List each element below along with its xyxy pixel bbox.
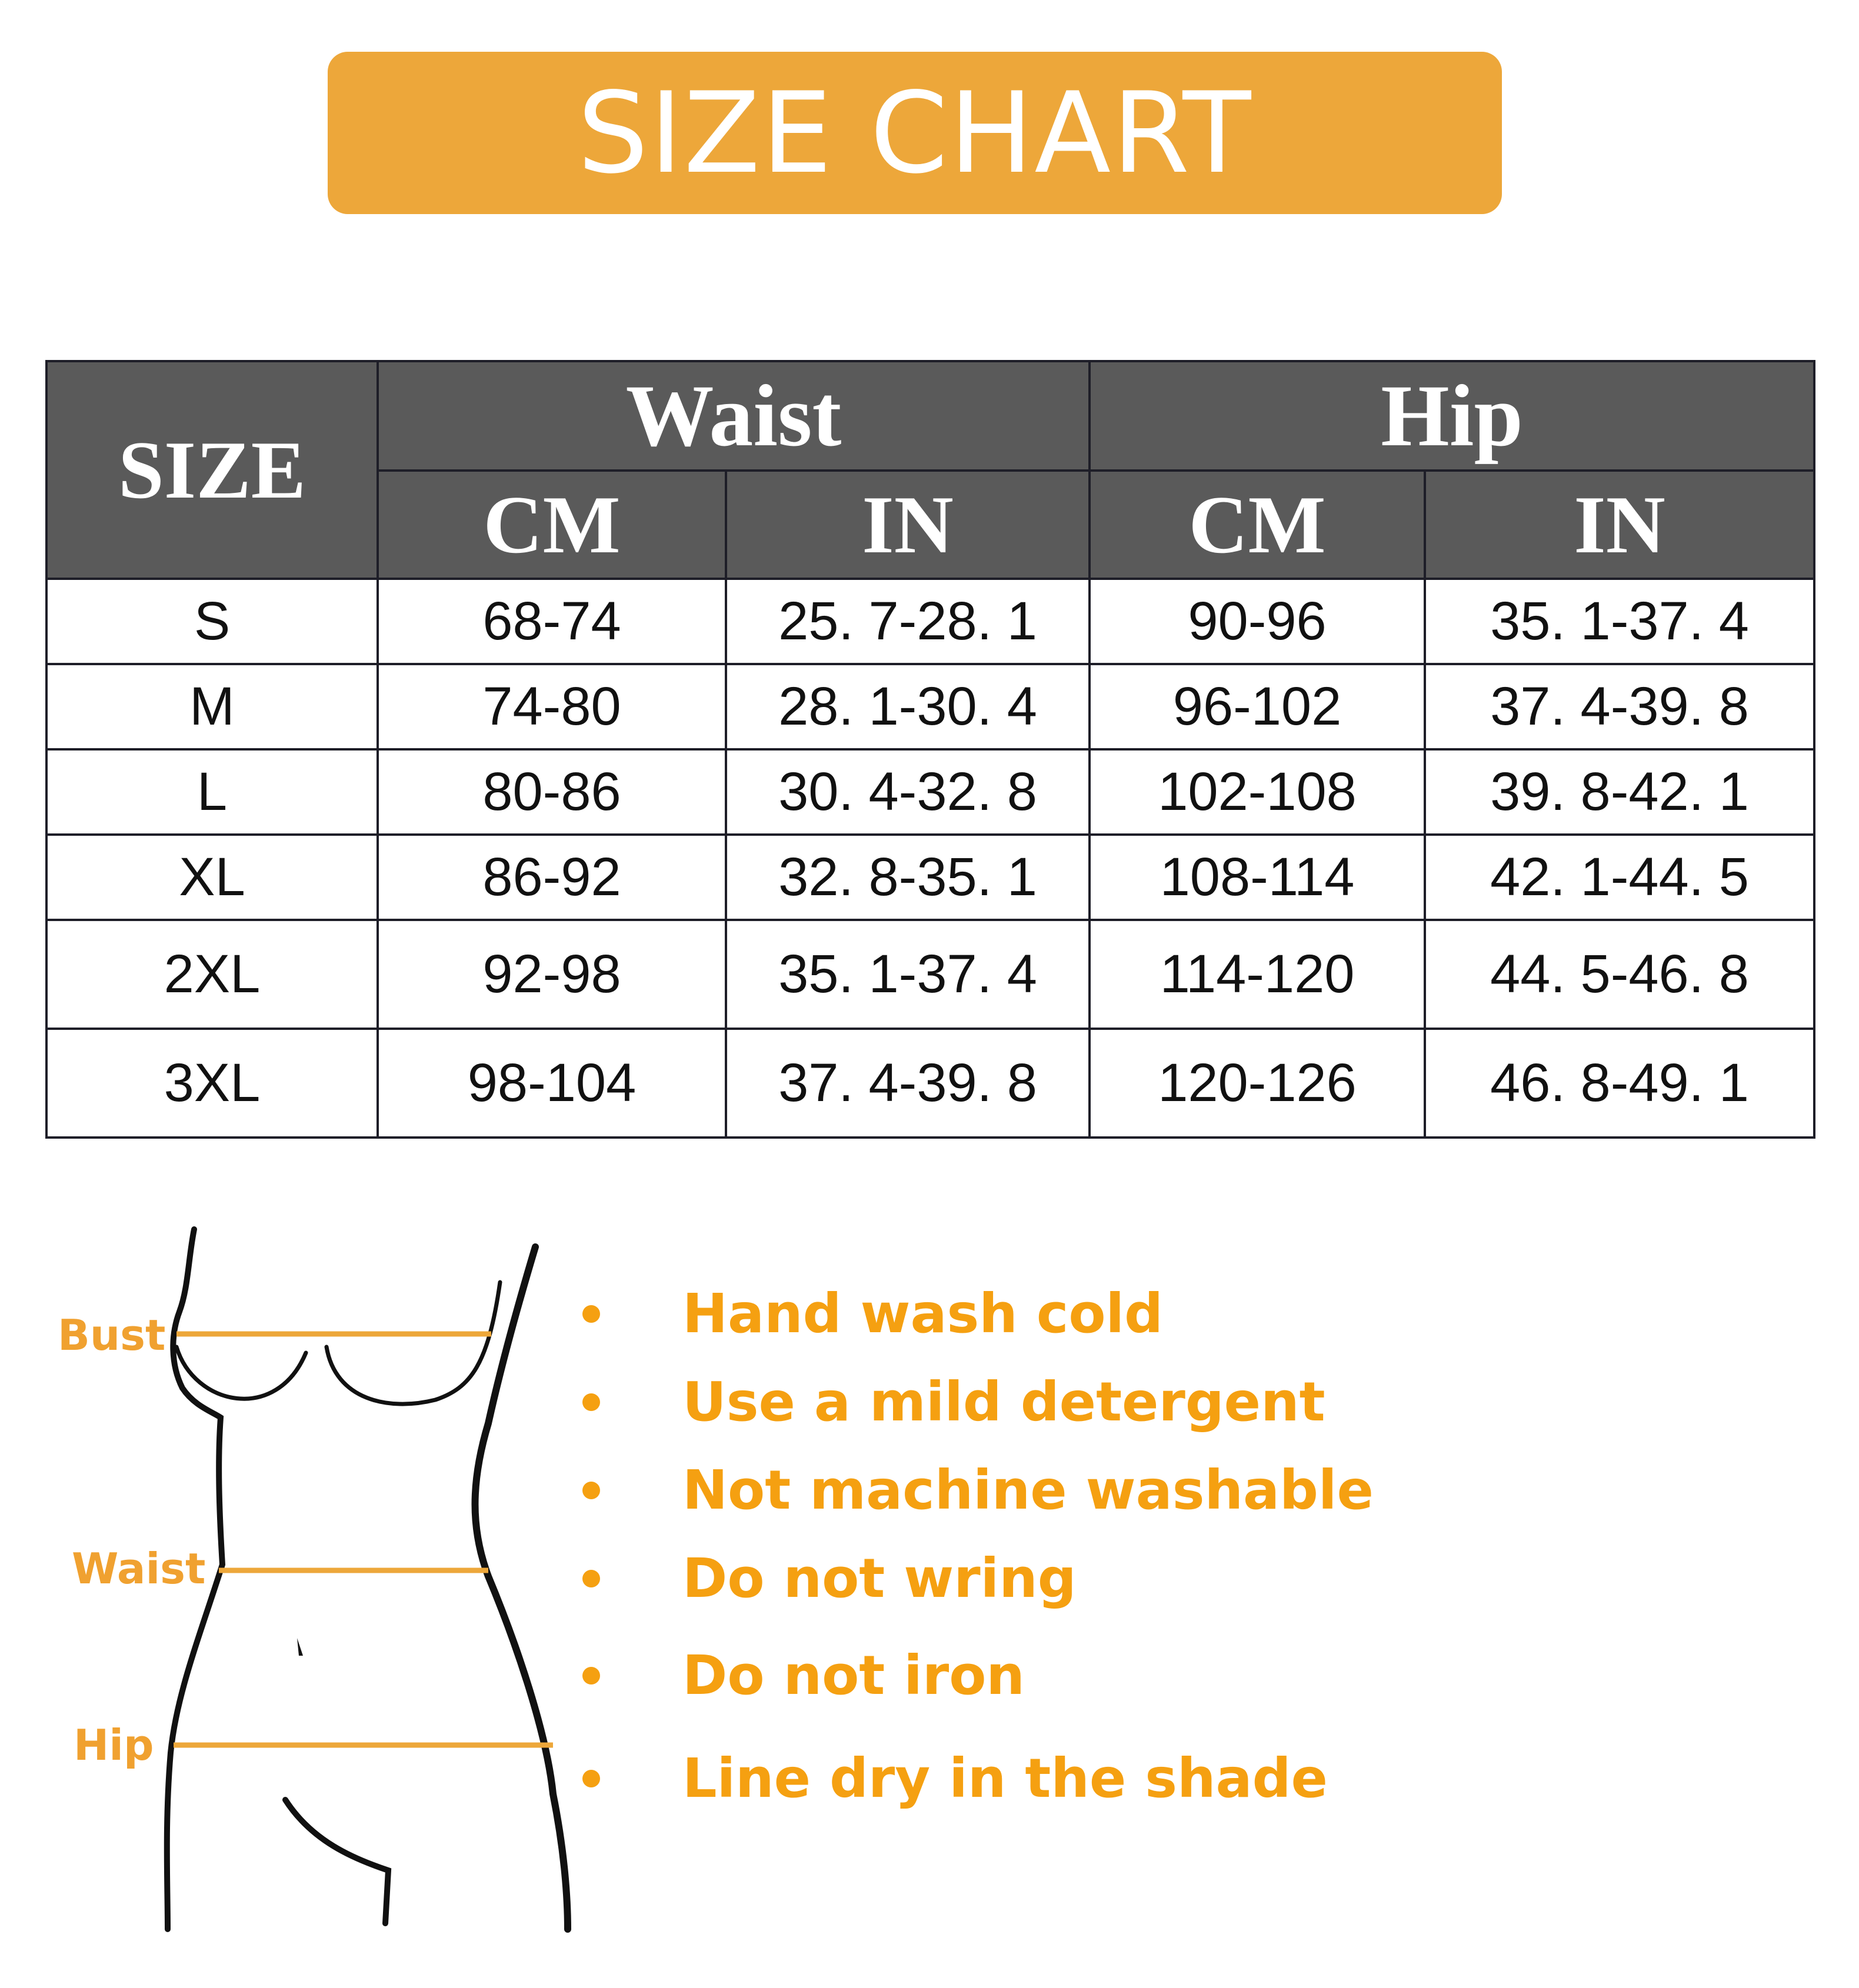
body-left-outline (164, 1226, 226, 1932)
table-cell: 108-114 (1088, 833, 1427, 921)
table-cell: 30. 4-32. 8 (724, 748, 1091, 836)
bullet-icon (582, 1481, 600, 1499)
table-cell: 120-126 (1088, 1028, 1427, 1139)
table-cell: 35. 1-37. 4 (1424, 578, 1816, 665)
bullet-icon (582, 1569, 600, 1587)
size-header: SIZE (45, 360, 379, 580)
body-outline-figure (164, 1226, 571, 1933)
table-cell: 114-120 (1088, 919, 1427, 1030)
bullet-icon (582, 1666, 600, 1685)
unit-header: IN (1424, 469, 1816, 580)
care-text: Do not wring (682, 1547, 1077, 1610)
table-cell: 3XL (45, 1028, 379, 1139)
waist-label: Waist (72, 1544, 206, 1593)
size-table: SIZE Waist Hip CM IN CM IN S 68-74 25. 7-2… (45, 360, 1816, 1139)
table-cell: 98-104 (377, 1028, 727, 1139)
unit-header: IN (724, 469, 1091, 580)
table-cell: 96-102 (1088, 663, 1427, 750)
bullet-icon (582, 1305, 600, 1323)
care-text: Hand wash cold (682, 1282, 1163, 1345)
table-cell: XL (45, 833, 379, 921)
body-right-outline (471, 1243, 571, 1933)
table-cell: 80-86 (377, 748, 727, 836)
table-cell: 86-92 (377, 833, 727, 921)
hip-label: Hip (74, 1720, 154, 1770)
table-cell: 2XL (45, 919, 379, 1030)
table-cell: 32. 8-35. 1 (724, 833, 1091, 921)
table-row: S 68-74 25. 7-28. 1 90-96 35. 1-37. 4 (45, 578, 1816, 665)
bullet-icon (582, 1393, 600, 1411)
table-row: M 74-80 28. 1-30. 4 96-102 37. 4-39. 8 (45, 663, 1816, 750)
table-cell: 92-98 (377, 919, 727, 1030)
table-cell: 37. 4-39. 8 (724, 1028, 1091, 1139)
table-cell: 68-74 (377, 578, 727, 665)
care-text: Line dry in the shade (682, 1747, 1328, 1810)
table-cell: 42. 1-44. 5 (1424, 833, 1816, 921)
table-cell: 102-108 (1088, 748, 1427, 836)
bust-label: Bust (58, 1310, 166, 1360)
table-cell: S (45, 578, 379, 665)
care-text: Not machine washable (682, 1459, 1374, 1522)
page-title: SIZE CHART (577, 68, 1252, 198)
bust-left-curve (174, 1345, 308, 1401)
care-item: Do not iron (582, 1644, 1025, 1707)
hip-header: Hip (1088, 360, 1816, 472)
care-item: Line dry in the shade (582, 1747, 1328, 1810)
care-item: Do not wring (582, 1547, 1077, 1610)
table-cell: 39. 8-42. 1 (1424, 748, 1816, 836)
table-cell: M (45, 663, 379, 750)
bullet-icon (582, 1769, 600, 1787)
unit-header: CM (1088, 469, 1427, 580)
table-cell: 44. 5-46. 8 (1424, 919, 1816, 1030)
table-row: 3XL 98-104 37. 4-39. 8 120-126 46. 8-49. 1 (45, 1028, 1816, 1139)
table-row: L 80-86 30. 4-32. 8 102-108 39. 8-42. 1 (45, 748, 1816, 836)
table-cell: 25. 7-28. 1 (724, 578, 1091, 665)
unit-header: CM (377, 469, 727, 580)
care-text: Use a mild detergent (682, 1370, 1325, 1433)
title-banner: SIZE CHART (328, 52, 1502, 214)
care-item: Not machine washable (582, 1459, 1374, 1522)
table-cell: 37. 4-39. 8 (1424, 663, 1816, 750)
waist-header: Waist (376, 360, 1091, 472)
table-row: XL 86-92 32. 8-35. 1 108-114 42. 1-44. 5 (45, 833, 1816, 921)
bust-right-curve (324, 1280, 502, 1406)
table-cell: 46. 8-49. 1 (1424, 1028, 1816, 1139)
groin-curve (282, 1797, 392, 1926)
table-cell: 90-96 (1088, 578, 1427, 665)
table-cell: 35. 1-37. 4 (724, 919, 1091, 1030)
care-item: Hand wash cold (582, 1282, 1163, 1345)
table-cell: 74-80 (377, 663, 727, 750)
navel (297, 1638, 303, 1656)
care-item: Use a mild detergent (582, 1370, 1325, 1433)
table-row: 2XL 92-98 35. 1-37. 4 114-120 44. 5-46. 8 (45, 919, 1816, 1030)
table-cell: L (45, 748, 379, 836)
table-cell: 28. 1-30. 4 (724, 663, 1091, 750)
care-text: Do not iron (682, 1644, 1025, 1707)
